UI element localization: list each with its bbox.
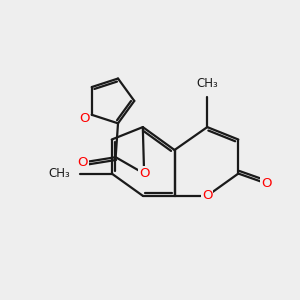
Text: O: O	[79, 112, 89, 125]
Text: O: O	[139, 167, 149, 180]
Text: CH₃: CH₃	[196, 77, 218, 91]
Text: CH₃: CH₃	[49, 167, 70, 180]
Text: O: O	[261, 177, 272, 190]
Text: O: O	[78, 156, 88, 169]
Text: O: O	[202, 189, 212, 202]
